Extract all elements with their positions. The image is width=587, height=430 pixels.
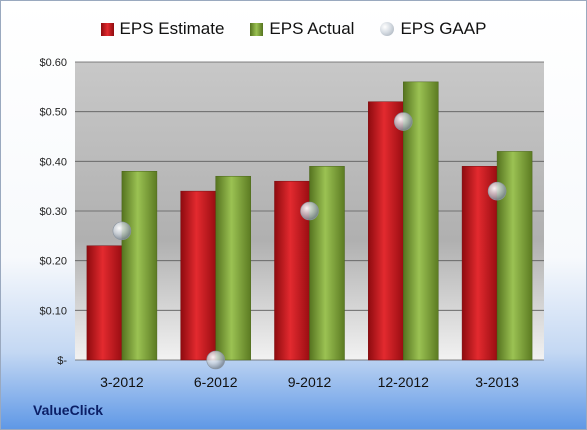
legend-swatch-eps-gaap (380, 22, 395, 36)
bar-eps-estimate-12-2012 (368, 101, 404, 361)
legend-label-eps-estimate: EPS Estimate (119, 19, 225, 38)
y-tick-label-2: $0.20 (39, 256, 67, 268)
bar-eps-estimate-6-2012 (180, 190, 216, 361)
legend-label-eps-gaap: EPS GAAP (400, 19, 487, 38)
x-tick-label-12-2012: 12-2012 (378, 374, 430, 390)
legend-item-eps-gaap: EPS GAAP (380, 19, 486, 39)
x-tick-label-3-2013: 3-2013 (475, 374, 519, 390)
bar-eps-actual-9-2012 (309, 166, 345, 361)
point-eps-gaap-3-2013 (487, 181, 507, 201)
y-tick-label-0: $- (57, 355, 67, 367)
bar-eps-estimate-3-2012 (86, 245, 123, 361)
point-eps-gaap-3-2012 (112, 221, 132, 241)
y-tick-label-4: $0.40 (39, 156, 67, 168)
legend-item-eps-estimate: EPS Estimate (100, 19, 225, 39)
x-axis-labels: 3-2012 6-2012 9-2012 12-2012 3-2013 (100, 374, 519, 390)
x-tick-label-3-2012: 3-2012 (100, 374, 144, 390)
point-eps-gaap-9-2012 (300, 201, 319, 221)
x-tick-label-6-2012: 6-2012 (194, 374, 238, 390)
y-tick-label-6: $0.60 (39, 57, 67, 69)
point-eps-gaap-12-2012 (393, 112, 413, 131)
legend: EPS Estimate EPS Actual EPS GAAP (0, 16, 587, 42)
bars (86, 81, 533, 361)
legend-swatch-eps-actual (250, 22, 264, 36)
legend-swatch-eps-estimate (100, 22, 114, 36)
bar-eps-actual-3-2013 (496, 151, 533, 361)
bar-eps-actual-6-2012 (215, 175, 251, 361)
brand-label: ValueClick (33, 402, 104, 418)
y-axis-labels: $- $0.10 $0.20 $0.30 $0.40 $0.50 $0.60 (39, 57, 67, 367)
y-tick-label-5: $0.50 (39, 107, 67, 119)
legend-item-eps-actual: EPS Actual (250, 19, 354, 39)
bar-eps-actual-3-2012 (121, 171, 158, 361)
point-eps-gaap-6-2012 (206, 350, 225, 370)
y-tick-label-1: $0.10 (39, 305, 67, 317)
bar-eps-estimate-3-2013 (461, 166, 498, 361)
gaap-points (112, 112, 507, 370)
legend-label-eps-actual: EPS Actual (269, 19, 355, 38)
x-tick-label-9-2012: 9-2012 (288, 374, 332, 390)
y-tick-label-3: $0.30 (39, 206, 67, 218)
